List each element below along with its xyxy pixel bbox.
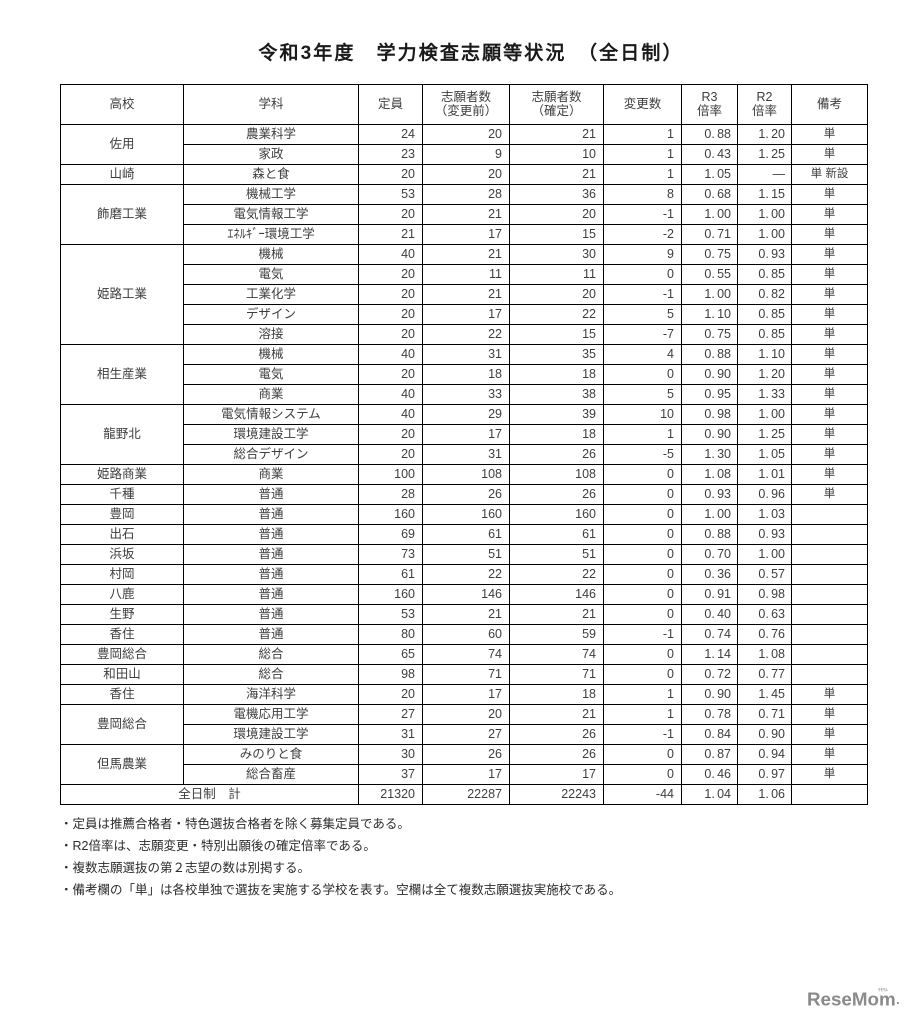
- svg-text:ReseMom.: ReseMom.: [807, 988, 900, 1009]
